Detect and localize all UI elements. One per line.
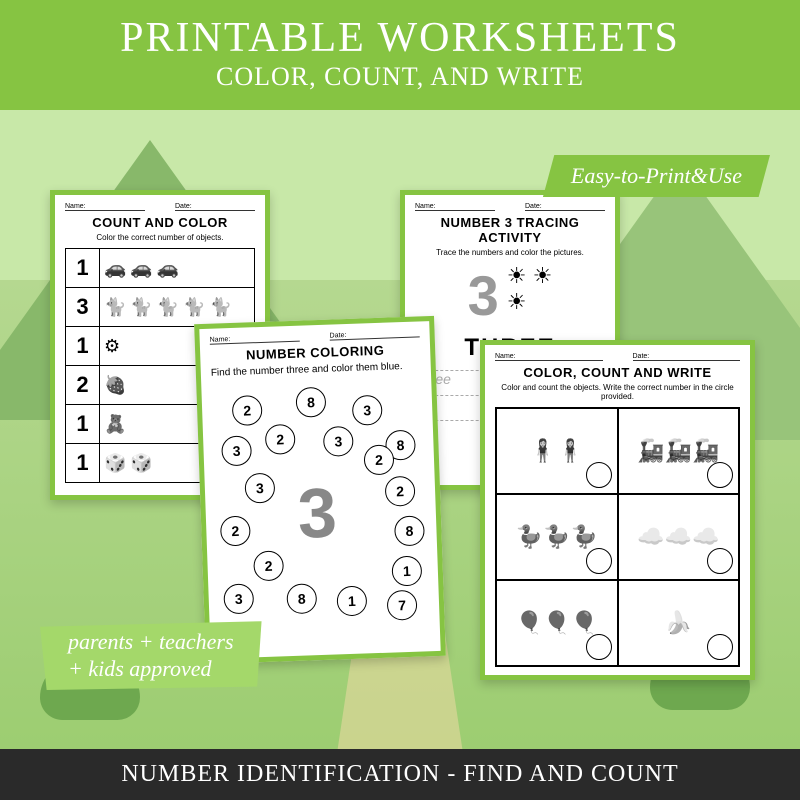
number-bubble: 3 — [223, 583, 254, 614]
number-bubble: 7 — [387, 590, 418, 621]
bubble-area: 3 283323832282318172 — [211, 379, 429, 626]
header-banner: PRINTABLE WORKSHEETS COLOR, COUNT, AND W… — [0, 0, 800, 110]
count-row: 1🚗🚗🚗 — [65, 248, 255, 288]
answer-circle — [586, 462, 612, 488]
sheet4-title: COLOR, COUNT AND WRITE — [495, 365, 740, 380]
grid-cell: 🧍‍♀️🧍‍♀️ — [496, 408, 618, 494]
easy-print-badge: Easy-to-Print&Use — [543, 155, 770, 197]
footer-banner: NUMBER IDENTIFICATION - FIND AND COUNT — [0, 749, 800, 800]
name-field: Name: — [495, 353, 603, 361]
number-bubble: 2 — [385, 476, 416, 507]
grid-cell: 🍌 — [618, 580, 740, 666]
date-field: Date: — [175, 203, 255, 211]
number-bubble: 2 — [220, 515, 251, 546]
answer-circle — [707, 462, 733, 488]
date-field: Date: — [330, 329, 420, 340]
row-number: 3 — [66, 287, 100, 327]
approved-line2: + kids approved — [68, 656, 234, 682]
number-bubble: 8 — [295, 387, 326, 418]
name-field: Name: — [65, 203, 145, 211]
number-bubble: 1 — [336, 585, 367, 616]
sheet1-sub: Color the correct number of objects. — [65, 233, 255, 242]
trace-area: 3 ☀ ☀☀ — [415, 263, 605, 328]
approved-badge: parents + teachers + kids approved — [40, 621, 262, 690]
sun-icons: ☀ ☀☀ — [507, 263, 553, 328]
date-field: Date: — [633, 353, 741, 361]
sheet4-grid: 🧍‍♀️🧍‍♀️🚂🚂🚂🦆🦆🦆☁️☁️☁️🎈🎈🎈🍌 — [495, 407, 740, 667]
number-bubble: 8 — [286, 583, 317, 614]
sheet4-sub: Color and count the objects. Write the c… — [495, 383, 740, 401]
number-bubble: 8 — [394, 515, 425, 546]
sheet2-sub: Trace the numbers and color the pictures… — [415, 248, 605, 257]
sheet3-title: NUMBER COLORING — [210, 341, 420, 363]
main-title: PRINTABLE WORKSHEETS — [10, 14, 790, 62]
worksheet-meta: Name: Date: — [415, 203, 605, 211]
answer-circle — [707, 634, 733, 660]
row-number: 2 — [66, 365, 100, 405]
number-bubble: 1 — [391, 556, 422, 587]
row-items: 🚗🚗🚗 — [100, 258, 254, 279]
big-three: 3 — [468, 263, 499, 328]
number-bubble: 3 — [323, 426, 354, 457]
worksheet-color-count-write: Name: Date: COLOR, COUNT AND WRITE Color… — [480, 340, 755, 680]
date-field: Date: — [525, 203, 605, 211]
center-three: 3 — [296, 472, 338, 553]
number-bubble: 3 — [244, 473, 275, 504]
worksheet-number-coloring: Name: Date: NUMBER COLORING Find the num… — [194, 316, 446, 664]
number-bubble: 2 — [232, 395, 263, 426]
name-field: Name: — [415, 203, 495, 211]
answer-circle — [586, 548, 612, 574]
row-number: 1 — [66, 248, 100, 288]
number-bubble: 2 — [363, 444, 394, 475]
name-field: Name: — [210, 334, 300, 345]
approved-line1: parents + teachers — [68, 629, 234, 655]
number-bubble: 3 — [221, 435, 252, 466]
grid-cell: 🦆🦆🦆 — [496, 494, 618, 580]
answer-circle — [586, 634, 612, 660]
sheet2-title: NUMBER 3 TRACING ACTIVITY — [415, 215, 605, 245]
number-bubble: 2 — [265, 424, 296, 455]
worksheet-meta: Name: Date: — [65, 203, 255, 211]
grid-cell: ☁️☁️☁️ — [618, 494, 740, 580]
sheet1-title: COUNT AND COLOR — [65, 215, 255, 230]
row-number: 1 — [66, 326, 100, 366]
count-row: 3🐈🐈🐈🐈🐈 — [65, 287, 255, 327]
subtitle: COLOR, COUNT, AND WRITE — [10, 62, 790, 92]
number-bubble: 3 — [352, 395, 383, 426]
sheet3-sub: Find the number three and color them blu… — [211, 360, 421, 378]
row-number: 1 — [66, 404, 100, 444]
row-items: 🐈🐈🐈🐈🐈 — [100, 297, 254, 318]
grid-cell: 🚂🚂🚂 — [618, 408, 740, 494]
grid-cell: 🎈🎈🎈 — [496, 580, 618, 666]
row-number: 1 — [66, 443, 100, 483]
answer-circle — [707, 548, 733, 574]
number-bubble: 2 — [253, 550, 284, 581]
worksheet-meta: Name: Date: — [495, 353, 740, 361]
